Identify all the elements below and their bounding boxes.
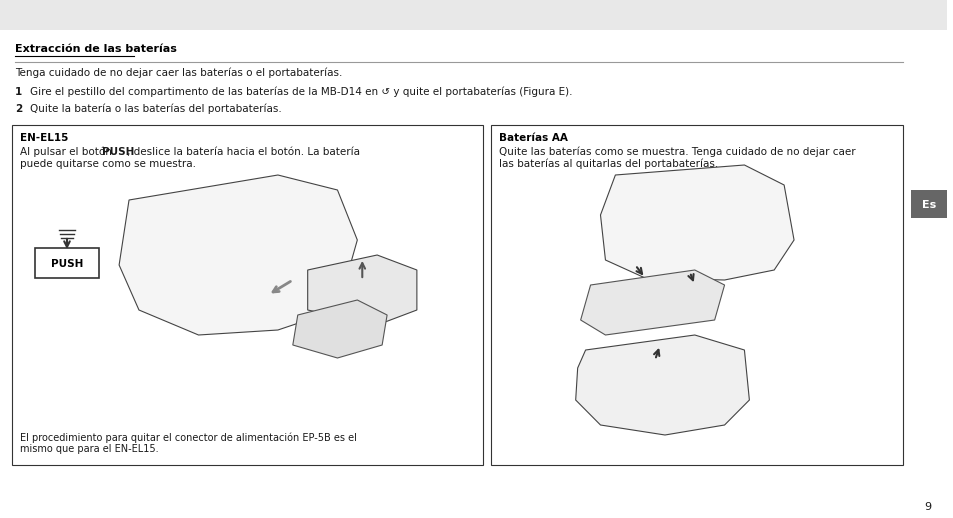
Polygon shape [119, 175, 357, 335]
Text: Es: Es [921, 200, 935, 210]
Text: Extracción de las baterías: Extracción de las baterías [15, 44, 176, 54]
Polygon shape [580, 270, 724, 335]
Text: Al pulsar el botón: Al pulsar el botón [20, 147, 115, 157]
Bar [491, 125, 902, 465]
Text: Baterías AA: Baterías AA [498, 133, 568, 143]
Text: Tenga cuidado de no dejar caer las baterías o el portabaterías.: Tenga cuidado de no dejar caer las bater… [15, 67, 342, 78]
Polygon shape [599, 165, 793, 280]
Text: 2: 2 [15, 104, 22, 114]
Text: PUSH: PUSH [102, 147, 134, 157]
Text: 9: 9 [923, 502, 931, 512]
Bar [0, 0, 946, 30]
Text: , deslice la batería hacia el botón. La batería: , deslice la batería hacia el botón. La … [127, 147, 359, 157]
Polygon shape [575, 335, 749, 435]
Bar [34, 248, 99, 278]
Text: 1: 1 [15, 87, 22, 97]
Text: Quite las baterías como se muestra. Tenga cuidado de no dejar caer: Quite las baterías como se muestra. Teng… [498, 147, 855, 157]
Text: El procedimiento para quitar el conector de alimentación EP-5B es el: El procedimiento para quitar el conector… [20, 433, 356, 443]
Text: EN-EL15: EN-EL15 [20, 133, 69, 143]
Text: Gire el pestillo del compartimento de las baterías de la MB-D14 en ↺ y quite el : Gire el pestillo del compartimento de la… [30, 87, 572, 97]
Polygon shape [308, 255, 416, 325]
Text: PUSH: PUSH [51, 259, 83, 269]
Polygon shape [293, 300, 387, 358]
Text: Quite la batería o las baterías del portabaterías.: Quite la batería o las baterías del port… [30, 104, 281, 114]
Bar [11, 125, 483, 465]
Text: mismo que para el EN-EL15.: mismo que para el EN-EL15. [20, 444, 158, 454]
Text: puede quitarse como se muestra.: puede quitarse como se muestra. [20, 159, 195, 169]
Bar [910, 190, 946, 218]
Text: las baterías al quitarlas del portabaterías.: las baterías al quitarlas del portabater… [498, 159, 718, 169]
